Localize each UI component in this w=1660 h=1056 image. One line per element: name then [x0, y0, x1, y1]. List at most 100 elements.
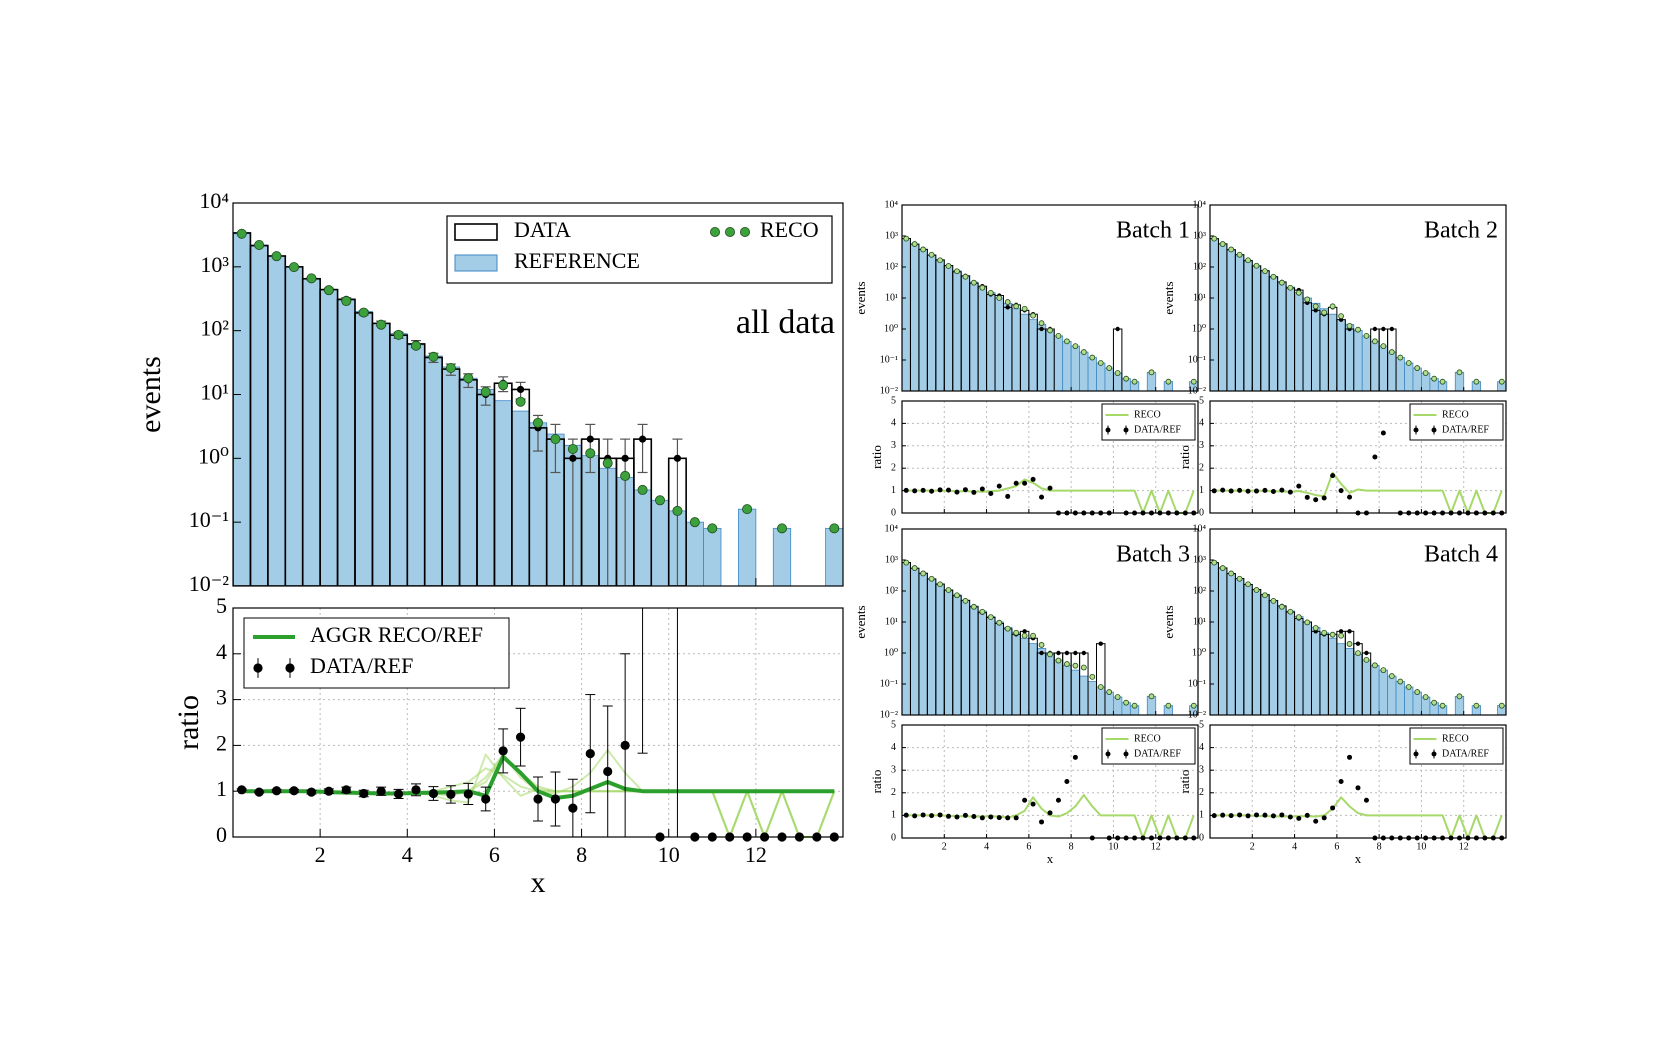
upper-plot — [902, 235, 1198, 391]
reco-dot — [358, 307, 369, 318]
reference-bar — [685, 521, 704, 586]
data-error-bar — [567, 438, 578, 586]
reference-bar — [1311, 626, 1321, 715]
reco-dot — [1304, 619, 1311, 626]
reco-dot — [1106, 689, 1113, 695]
reco-ratio-line — [1214, 796, 1503, 839]
reference-bar — [1294, 616, 1304, 715]
ratio-point — [1013, 815, 1019, 821]
reco-dot — [1456, 369, 1463, 376]
reco-dot — [1004, 625, 1011, 632]
reco-dot — [1329, 303, 1336, 310]
reco-dot — [829, 523, 840, 534]
reco-dot — [1055, 657, 1062, 664]
legend-swatch — [1123, 751, 1129, 757]
reco-dot — [1148, 693, 1155, 700]
ratio-point — [481, 794, 491, 804]
ratio-point — [1237, 812, 1243, 818]
reco-dot — [1236, 575, 1243, 582]
axes-frame — [1209, 724, 1507, 839]
ratio-point — [1338, 779, 1344, 784]
reco-dot — [445, 363, 456, 374]
ratio-point — [1313, 497, 1319, 503]
data-point — [638, 435, 647, 443]
reco-dot — [1219, 241, 1226, 247]
y-tick-label: 10⁻¹ — [1188, 354, 1206, 365]
reco-dot — [567, 444, 578, 455]
legend-label: RECO — [760, 217, 819, 242]
reference-bar — [1404, 362, 1414, 391]
ratio-point — [1039, 819, 1045, 825]
reference-bar — [389, 333, 408, 586]
ratio-point — [1304, 494, 1310, 500]
ratio-point — [912, 813, 918, 819]
legend-box — [1409, 403, 1504, 441]
reference-bar — [1353, 330, 1363, 391]
legend-swatch — [253, 663, 263, 673]
reco-dot — [1097, 684, 1104, 690]
ratio-point — [1064, 779, 1070, 784]
reco-dot — [428, 351, 439, 362]
reco-dot — [1080, 349, 1087, 355]
ratio-point — [1279, 487, 1285, 493]
ratio-point — [971, 814, 977, 820]
y-tick-label: 10⁻¹ — [1188, 678, 1206, 689]
ratio-point — [920, 812, 926, 818]
panel-title: all data — [736, 304, 835, 341]
reco-dot — [962, 597, 969, 604]
y-tick-label: 5 — [891, 395, 896, 406]
ratio-point — [1304, 812, 1310, 818]
reference-bar — [1412, 691, 1422, 715]
data-point — [1313, 308, 1318, 313]
x-tick-label: 8 — [1377, 841, 1382, 852]
ratio-point — [306, 787, 317, 797]
reference-bar — [1387, 675, 1397, 715]
reference-bar — [1268, 599, 1279, 715]
ratio-point — [1047, 810, 1053, 816]
reference-bar — [1226, 573, 1236, 715]
reference-bar — [319, 289, 338, 586]
reco-dot — [937, 581, 943, 588]
y-tick-label: 10¹ — [885, 292, 898, 303]
reference-bar — [494, 400, 513, 586]
reco-dot — [1270, 597, 1277, 604]
y-tick-label: 5 — [1199, 395, 1204, 406]
ratio-point — [1211, 488, 1217, 494]
reco-dot — [970, 603, 977, 610]
reco-dot — [1312, 625, 1319, 631]
data-error-bar — [620, 438, 631, 586]
x-tick-label: 12 — [1459, 841, 1469, 852]
reco-dot — [920, 246, 927, 253]
reco-dot — [1439, 378, 1446, 385]
reco-dot — [979, 608, 986, 615]
ratio-point — [1262, 487, 1268, 493]
ratio-point — [411, 785, 421, 795]
ratio-point — [1228, 488, 1234, 494]
reference-bar — [943, 589, 954, 715]
reference-bar — [902, 238, 911, 391]
ratio-point — [1262, 812, 1268, 818]
upper-plot — [1210, 559, 1506, 715]
reference-bar — [1087, 681, 1097, 715]
x-tick-label: 8 — [576, 842, 587, 867]
x-tick-label: 2 — [942, 841, 947, 852]
ratio-point — [1245, 813, 1251, 819]
ratio-point — [533, 794, 543, 804]
y-tick-label: 3 — [891, 440, 896, 451]
ratio-point — [568, 803, 578, 813]
reference-bar — [1328, 637, 1338, 715]
reco-dot — [1329, 631, 1336, 638]
panel-title: Batch 3 — [1116, 542, 1190, 568]
ratio-point — [979, 815, 985, 821]
reco-dot — [987, 290, 994, 296]
reference-bar — [910, 243, 920, 391]
y-tick-label: 10⁰ — [198, 443, 229, 468]
reference-bar — [1062, 340, 1072, 391]
reference-bar — [977, 286, 987, 391]
reference-bar — [926, 254, 937, 391]
ratio-point — [1245, 488, 1251, 494]
reference-bar — [986, 292, 996, 391]
reference-bar — [1378, 345, 1388, 391]
reco-dot — [1262, 268, 1268, 275]
ratio-point — [1039, 494, 1045, 500]
